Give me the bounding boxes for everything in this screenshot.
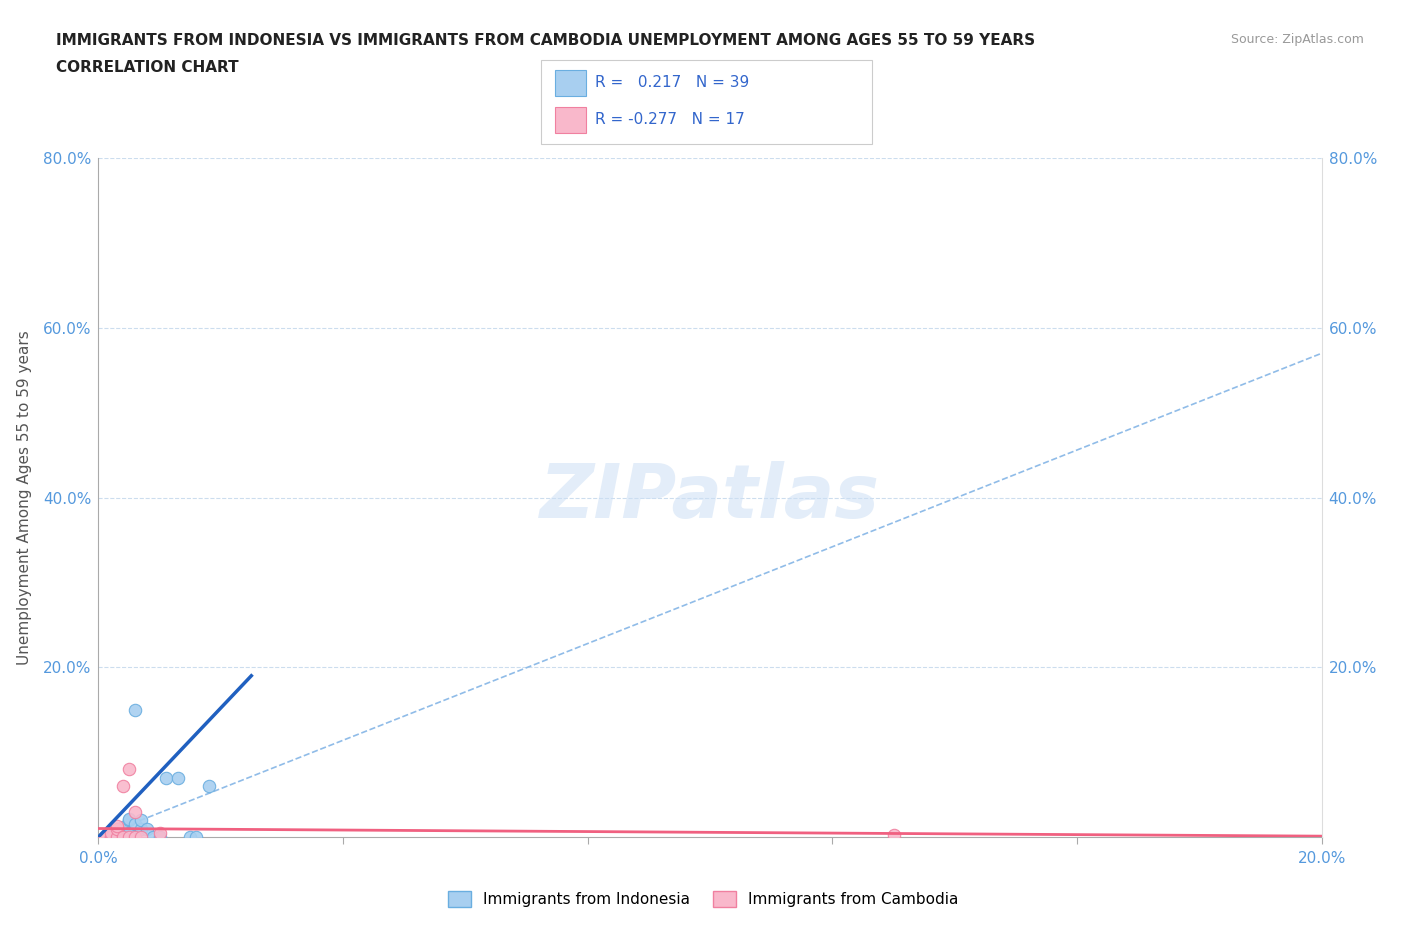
Text: Source: ZipAtlas.com: Source: ZipAtlas.com — [1230, 33, 1364, 46]
Point — [118, 812, 141, 827]
Point — [93, 830, 115, 844]
Point — [111, 826, 134, 841]
Point — [167, 770, 190, 785]
Point — [129, 813, 152, 828]
Point — [111, 778, 134, 793]
Point — [93, 830, 115, 844]
Point — [93, 830, 115, 844]
Point — [136, 821, 159, 836]
Point — [118, 830, 141, 844]
Point — [111, 830, 134, 844]
Point — [186, 830, 208, 844]
Point — [100, 830, 122, 844]
Point — [93, 830, 115, 844]
Point — [100, 830, 122, 844]
Point — [129, 821, 152, 836]
Text: R =   0.217   N = 39: R = 0.217 N = 39 — [595, 75, 749, 90]
Point — [105, 828, 128, 843]
Text: ZIPatlas: ZIPatlas — [540, 461, 880, 534]
Point — [105, 829, 128, 844]
Text: CORRELATION CHART: CORRELATION CHART — [56, 60, 239, 75]
Point — [118, 813, 141, 828]
Point — [129, 830, 152, 844]
Point — [124, 702, 146, 717]
Point — [105, 821, 128, 836]
Point — [100, 829, 122, 844]
Point — [100, 828, 122, 843]
Point — [93, 830, 115, 844]
Point — [155, 770, 177, 785]
Point — [105, 830, 128, 844]
Point — [111, 819, 134, 834]
Point — [93, 830, 115, 844]
Point — [179, 830, 201, 844]
Point — [100, 825, 122, 840]
Point — [197, 778, 219, 793]
Point — [105, 829, 128, 844]
Point — [105, 827, 128, 842]
Point — [105, 830, 128, 844]
Legend: Immigrants from Indonesia, Immigrants from Cambodia: Immigrants from Indonesia, Immigrants fr… — [441, 884, 965, 913]
Text: R = -0.277   N = 17: R = -0.277 N = 17 — [595, 113, 745, 127]
Point — [105, 830, 128, 844]
Point — [100, 830, 122, 844]
Point — [124, 817, 146, 831]
Point — [883, 828, 905, 843]
Point — [118, 825, 141, 840]
Point — [100, 830, 122, 844]
Point — [124, 804, 146, 819]
Point — [100, 830, 122, 844]
Point — [111, 828, 134, 843]
Point — [118, 762, 141, 777]
Point — [100, 829, 122, 844]
Point — [149, 830, 172, 844]
Point — [105, 818, 128, 833]
Point — [142, 830, 165, 844]
Text: IMMIGRANTS FROM INDONESIA VS IMMIGRANTS FROM CAMBODIA UNEMPLOYMENT AMONG AGES 55: IMMIGRANTS FROM INDONESIA VS IMMIGRANTS … — [56, 33, 1035, 47]
Point — [149, 825, 172, 840]
Point — [100, 830, 122, 844]
Point — [105, 830, 128, 844]
Y-axis label: Unemployment Among Ages 55 to 59 years: Unemployment Among Ages 55 to 59 years — [17, 330, 32, 665]
Point — [118, 827, 141, 842]
Point — [124, 830, 146, 844]
Point — [100, 830, 122, 844]
Point — [105, 821, 128, 836]
